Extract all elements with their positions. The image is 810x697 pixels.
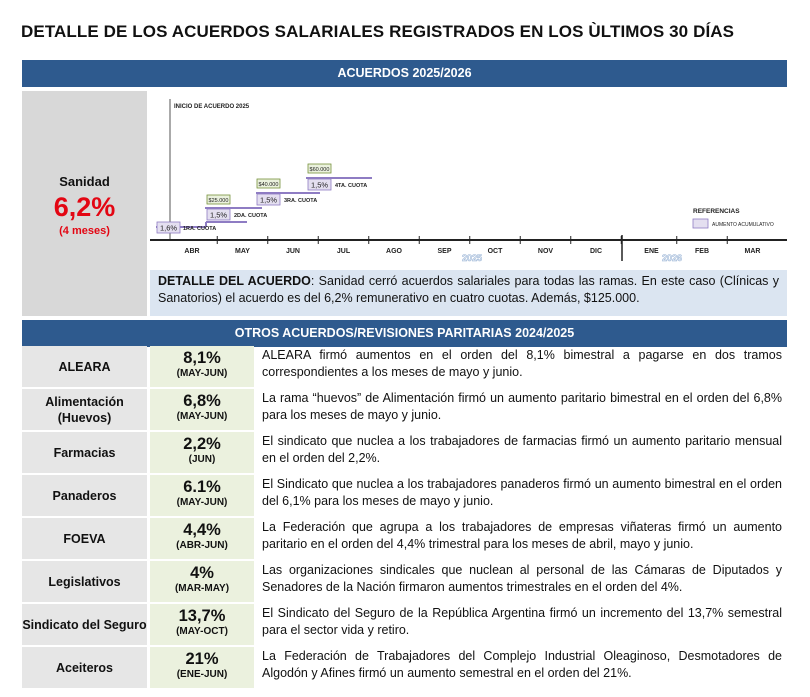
agreement-description: Las organizaciones sindicales que nuclea… (262, 563, 782, 594)
month-label: JUL (337, 248, 351, 255)
increase-cell: 4% (MAR-MAY) (150, 561, 254, 602)
detail-label: DETALLE DEL ACUERDO (158, 274, 311, 288)
table-row: Panaderos 6.1% (MAY-JUN) El Sindicato que n… (22, 475, 787, 516)
step-label-3: 3RA. CUOTA (284, 198, 317, 204)
step-pct-box-4 (307, 178, 332, 191)
section-header-other-agreements: OTROS ACUERDOS/REVISIONES PARITARIAS 202… (22, 320, 787, 347)
union-name: Alimentación (Huevos) (22, 389, 147, 430)
step-label-4: 4TA. CUOTA (335, 183, 367, 189)
step-pct-box-1 (156, 221, 181, 234)
increase-percentage: 8,1% (183, 349, 221, 367)
increase-cell: 4,4% (ABR-JUN) (150, 518, 254, 559)
step-pct-4: 1,5% (311, 181, 328, 190)
month-labels: ABR MAY JUN JUL AGO SEP OCT NOV DIC ENE FEB MAR (184, 248, 760, 255)
table-row: Sindicato del Seguro 13,7% (MAY-OCT) El Sin… (22, 604, 787, 645)
union-name: Aceiteros (22, 647, 147, 688)
sanidad-name: Sanidad (59, 174, 110, 189)
step-label-2: 2DA. CUOTA (234, 213, 267, 219)
increase-percentage: 2,2% (183, 435, 221, 453)
increase-percentage: 4,4% (183, 521, 221, 539)
month-label: ABR (184, 248, 199, 255)
page-title: DETALLE DE LOS ACUERDOS SALARIALES REGIS… (21, 22, 735, 41)
step-pct-1: 1,6% (160, 224, 177, 233)
step-pct-box-3 (256, 193, 281, 206)
step-pct-2: 1,5% (210, 211, 227, 220)
table-row: ALEARA 8,1% (MAY-JUN) ALEARA firmó aumentos… (22, 346, 787, 387)
step-bonus-box-3 (256, 178, 281, 189)
step-pct-box-2 (206, 208, 231, 221)
increase-cell: 6,8% (MAY-JUN) (150, 389, 254, 430)
month-label: FEB (695, 248, 709, 255)
increase-cell: 13,7% (MAY-OCT) (150, 604, 254, 645)
increase-period: (MAY-OCT) (176, 626, 228, 637)
month-label: SEP (437, 248, 451, 255)
agreement-description: El Sindicato que nuclea a los trabajador… (262, 477, 782, 508)
month-label: NOV (538, 248, 554, 255)
union-name: ALEARA (22, 346, 147, 387)
detail-text: : Sanidad cerró acuerdos salariales para… (158, 274, 779, 305)
increase-percentage: 21% (185, 650, 219, 668)
step-bonus-3: $40.000 (259, 182, 279, 188)
union-name: Sindicato del Seguro (22, 604, 147, 645)
agreement-description: La rama “huevos” de Alimentación firmó u… (262, 391, 782, 422)
month-label: OCT (488, 248, 504, 255)
increase-period: (ABR-JUN) (176, 540, 228, 551)
increase-percentage: 4% (190, 564, 214, 582)
union-name: Panaderos (22, 475, 147, 516)
year-label-2025: 2025 (462, 253, 482, 263)
step-pct-3: 1,5% (260, 196, 277, 205)
agreement-description: La Federación que agrupa a los trabajado… (262, 520, 782, 551)
table-row: Legislativos 4% (MAR-MAY) Las organizacione… (22, 561, 787, 602)
increase-cell: 2,2% (JUN) (150, 432, 254, 473)
step-bonus-box-2 (206, 194, 231, 205)
increase-period: (JUN) (188, 454, 216, 465)
increase-cell: 8,1% (MAY-JUN) (150, 346, 254, 387)
year-label-2026: 2026 (662, 253, 682, 263)
increase-cell: 6.1% (MAY-JUN) (150, 475, 254, 516)
table-row: Alimentación (Huevos) 6,8% (MAY-JUN) La ram… (22, 389, 787, 430)
step-bonus-box-4 (307, 163, 332, 174)
legend-swatch (692, 218, 709, 229)
table-row: FOEVA 4,4% (ABR-JUN) La Federación que agru… (22, 518, 787, 559)
step-bonus-2: $25.000 (209, 198, 229, 204)
increase-period: (MAY-JUN) (176, 411, 228, 422)
legend-title: REFERENCIAS (693, 208, 740, 215)
union-name: Legislativos (22, 561, 147, 602)
table-row: Farmacias 2,2% (JUN) El sindicato que nucle… (22, 432, 787, 473)
sanidad-period: (4 meses) (59, 225, 110, 237)
agreement-detail: DETALLE DEL ACUERDO: Sanidad cerró acuer… (150, 270, 787, 316)
increase-percentage: 6.1% (183, 478, 221, 496)
month-label: DIC (590, 248, 602, 255)
axis-ticks (216, 236, 728, 244)
increase-percentage: 6,8% (183, 392, 221, 410)
month-label: ENE (644, 248, 659, 255)
sanidad-summary: Sanidad 6,2% (4 meses) (22, 91, 147, 316)
month-label: JUN (286, 248, 300, 255)
agreement-description: ALEARA firmó aumentos en el orden del 8,… (262, 348, 782, 379)
step-bonus-4: $60.000 (310, 167, 330, 173)
month-label: MAY (235, 248, 250, 255)
increase-period: (MAR-MAY) (174, 583, 230, 594)
start-label: INICIO DE ACUERDO 2025 (174, 104, 250, 110)
agreement-description: La Federación de Trabajadores del Comple… (262, 649, 782, 680)
month-label: MAR (745, 248, 761, 255)
step-label-1: 1RA. CUOTA (183, 226, 216, 232)
increase-percentage: 13,7% (178, 607, 226, 625)
legend-item: AUMENTO ACUMULATIVO (712, 222, 774, 228)
section-header-agreements: ACUERDOS 2025/2026 (22, 60, 787, 87)
increase-period: (MAY-JUN) (176, 497, 228, 508)
month-label: AGO (386, 248, 403, 255)
increase-period: (MAY-JUN) (176, 368, 228, 379)
sanidad-percentage: 6,2% (53, 192, 116, 222)
union-name: Farmacias (22, 432, 147, 473)
agreement-description: El sindicato que nuclea a los trabajador… (262, 434, 782, 465)
table-row: Aceiteros 21% (ENE-JUN) La Federación de Tr… (22, 647, 787, 688)
union-name: FOEVA (22, 518, 147, 559)
increase-period: (ENE-JUN) (176, 669, 228, 680)
increase-cell: 21% (ENE-JUN) (150, 647, 254, 688)
agreement-timeline: INICIO DE ACUERDO 2025 1,6% 1RA. CUOTA $… (150, 91, 787, 267)
timeline-chart: INICIO DE ACUERDO 2025 1,6% 1RA. CUOTA $… (150, 99, 787, 263)
agreement-description: El Sindicato del Seguro de la República … (262, 606, 782, 637)
